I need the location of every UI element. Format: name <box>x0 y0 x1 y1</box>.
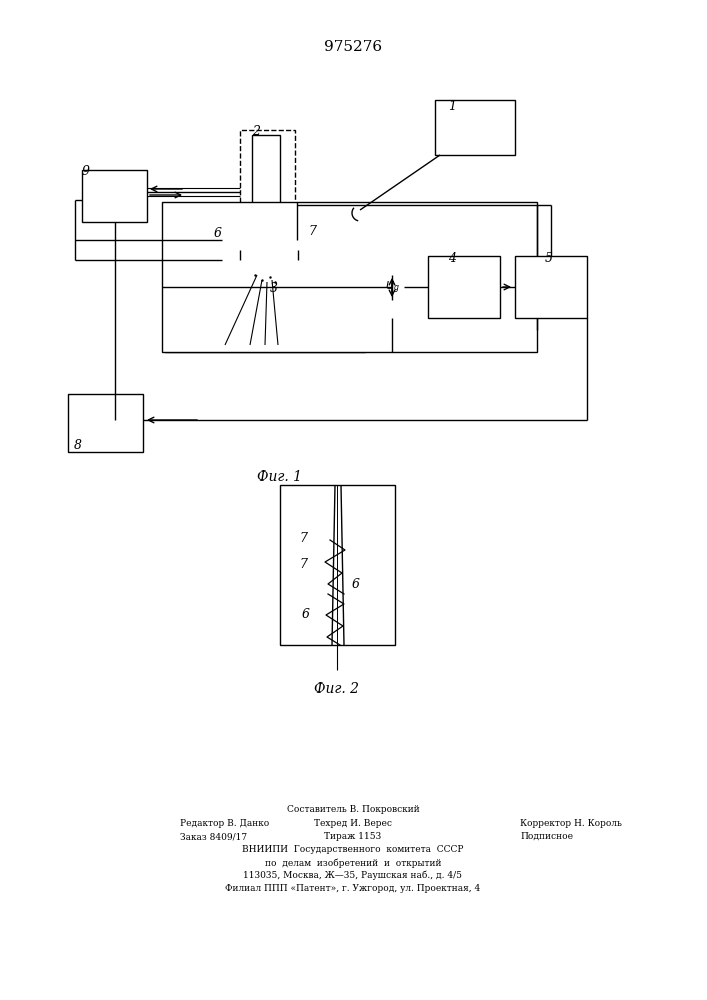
Text: 6: 6 <box>302 608 310 621</box>
Bar <box>165 322 365 352</box>
Bar <box>82 170 147 222</box>
Text: 3: 3 <box>270 282 278 295</box>
Polygon shape <box>298 240 318 260</box>
Text: по  делам  изобретений  и  открытий: по делам изобретений и открытий <box>264 858 441 867</box>
Text: Составитель В. Покровский: Составитель В. Покровский <box>286 805 419 814</box>
Bar <box>428 256 500 318</box>
Text: 7: 7 <box>299 558 307 570</box>
Text: 5: 5 <box>545 252 553 265</box>
Text: Филиал ППП «Патент», г. Ужгород, ул. Проектная, 4: Филиал ППП «Патент», г. Ужгород, ул. Про… <box>226 884 481 893</box>
Text: 1: 1 <box>448 100 456 113</box>
Text: Редактор В. Данко: Редактор В. Данко <box>180 819 269 828</box>
Text: 7: 7 <box>308 225 316 238</box>
Polygon shape <box>252 230 282 275</box>
Text: ВНИИПИ  Государственного  комитета  СССР: ВНИИПИ Государственного комитета СССР <box>243 845 464 854</box>
Text: 113035, Москва, Ж—35, Раушская наб., д. 4/5: 113035, Москва, Ж—35, Раушская наб., д. … <box>243 871 462 880</box>
Text: Подписное: Подписное <box>520 832 573 841</box>
Text: Заказ 8409/17: Заказ 8409/17 <box>180 832 247 841</box>
Text: 7: 7 <box>299 532 307 544</box>
Text: $U_g$: $U_g$ <box>385 280 399 296</box>
Text: Фиг. 1: Фиг. 1 <box>257 470 303 484</box>
Text: Корректор Н. Король: Корректор Н. Король <box>520 819 622 828</box>
Text: 4: 4 <box>448 252 456 265</box>
Polygon shape <box>222 240 242 260</box>
Bar <box>68 394 143 452</box>
Text: Фиг. 2: Фиг. 2 <box>315 682 359 696</box>
Bar <box>240 130 295 240</box>
Bar <box>435 100 515 155</box>
Text: 9: 9 <box>82 165 90 178</box>
Bar <box>280 485 395 645</box>
Bar <box>515 256 587 318</box>
Bar <box>162 202 537 352</box>
Text: Техред И. Верес: Техред И. Верес <box>314 819 392 828</box>
Text: 8: 8 <box>74 439 82 452</box>
Text: Тираж 1153: Тираж 1153 <box>325 832 382 841</box>
Text: 2: 2 <box>252 125 260 138</box>
Text: 6: 6 <box>214 227 222 240</box>
Bar <box>252 135 280 230</box>
Text: 6: 6 <box>352 578 360 590</box>
Text: 975276: 975276 <box>324 40 382 54</box>
